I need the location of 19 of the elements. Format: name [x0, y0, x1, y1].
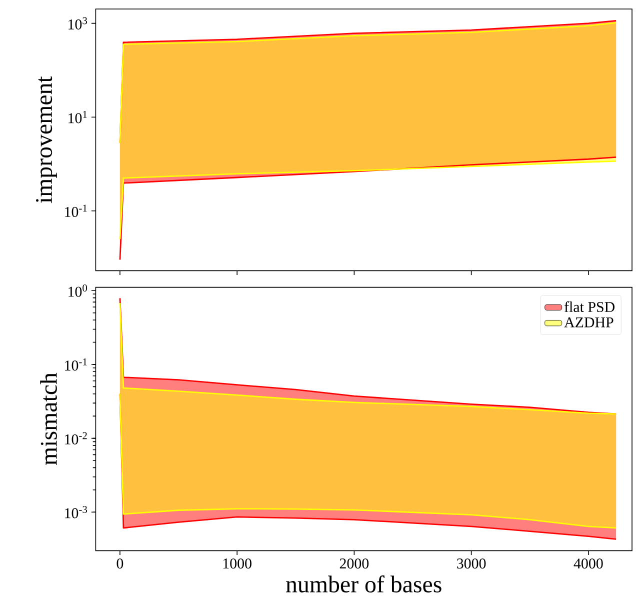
line-series [119, 160, 617, 240]
x-tick-label: 4000 [574, 558, 603, 569]
x-tick-label: 2000 [340, 558, 369, 569]
y-tick-label: 10$^{1}$ [68, 110, 87, 124]
y-axis-title: improvement [36, 76, 57, 204]
legend-label: flat PSD [564, 301, 614, 312]
legend-label: AZDHP [564, 317, 614, 328]
y-axis-title: mismatch [40, 372, 57, 465]
y-tick-label: 10$^{3}$ [68, 17, 88, 30]
y-tick-label: 10$^{-2}$ [65, 432, 87, 444]
x-tick-label: 3000 [457, 558, 486, 569]
y-tick-label: 10$^{-1}$ [65, 358, 87, 371]
y-tick-label: 10$^{-3}$ [65, 506, 88, 518]
line-series [119, 156, 617, 260]
x-axis-title: number of bases [286, 575, 442, 592]
x-tick-label: 1000 [223, 558, 252, 569]
y-tick-label: 10$^{-1}$ [65, 204, 87, 218]
x-tick-label: 0 [116, 558, 124, 569]
y-tick-label: 10$^{0}$ [68, 284, 88, 297]
